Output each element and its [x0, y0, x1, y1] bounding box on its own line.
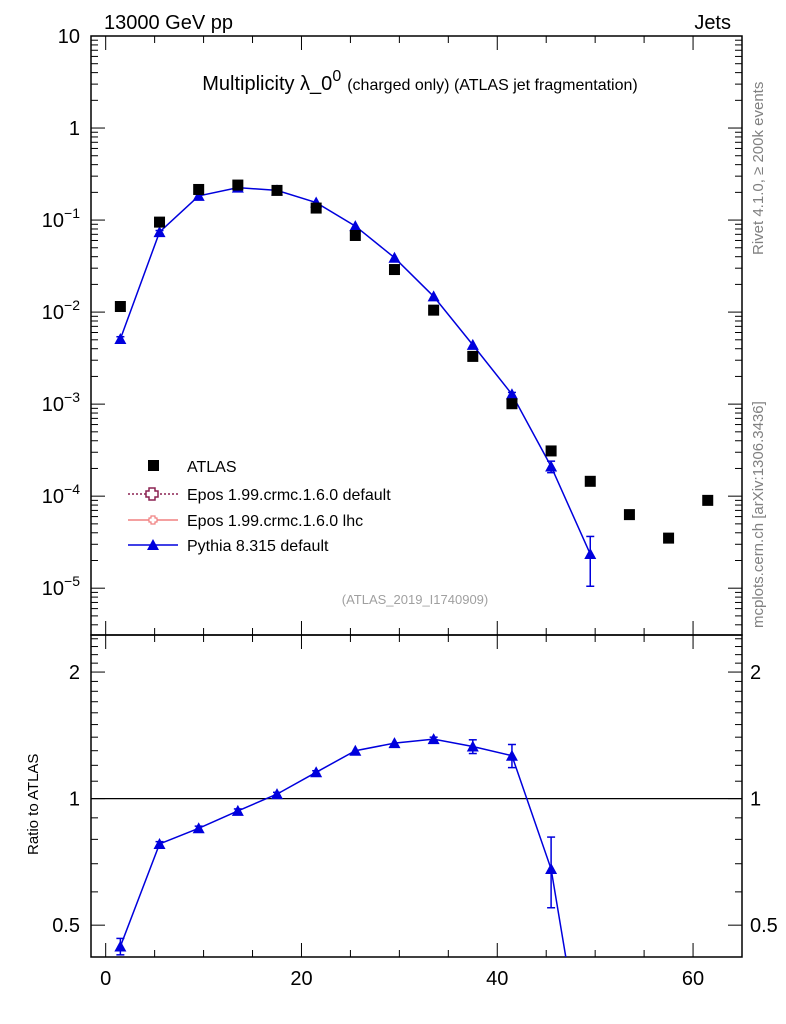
pythia-ratio-point: [545, 863, 558, 875]
atlas-main-point: [232, 179, 244, 191]
pythia-ratio-point: [427, 733, 440, 745]
legend-epos-lhc-marker: [148, 515, 158, 525]
legend-pythia-marker: [147, 539, 159, 550]
pythia-ratio-point: [231, 804, 244, 816]
atlas-main-point: [114, 301, 126, 313]
atlas-main-point: [154, 216, 166, 228]
pythia-main-point: [505, 388, 518, 400]
pythia-ratio-point: [153, 837, 166, 849]
pythia-main-point: [192, 189, 205, 201]
atlas-main-point: [193, 183, 205, 195]
y-tick-label-main: 10−4: [42, 481, 80, 508]
data-layer: [114, 179, 714, 957]
pythia-main-point: [349, 220, 362, 232]
x-tick-label: 20: [290, 968, 312, 990]
y-tick-label-main: 10−5: [42, 573, 80, 600]
atlas-main-point: [310, 202, 322, 214]
pythia-main-point: [545, 460, 558, 472]
legend-pythia-label: Pythia 8.315 default: [187, 538, 329, 555]
pythia-ratio-point: [349, 744, 362, 756]
ratio-plot-frame: [90, 634, 743, 958]
pythia-main-point: [466, 338, 479, 350]
pythia-ratio-point: [388, 737, 401, 749]
plot-title: Multiplicity λ_00 (charged only) (ATLAS j…: [202, 68, 637, 95]
legend: ATLAS Epos 1.99.crmc.1.6.0 default Epos …: [128, 459, 391, 555]
y-tick-label-main: 10−2: [42, 297, 80, 324]
y-tick-label-main: 10: [58, 26, 80, 48]
y-tick-label-ratio-right: 2: [750, 662, 761, 684]
y-tick-label-ratio-left: 1: [69, 789, 80, 811]
pythia-ratio-line: [119, 738, 567, 957]
pythia-ratio-point: [505, 749, 518, 761]
rivet-version-label: Rivet 4.1.0, ≥ 200k events: [750, 82, 767, 255]
atlas-main-point: [467, 350, 479, 362]
analysis-id-label: (ATLAS_2019_I1740909): [342, 592, 488, 607]
pythia-ratio-point: [466, 740, 479, 752]
legend-epos-default-label: Epos 1.99.crmc.1.6.0 default: [187, 487, 391, 504]
legend-epos-lhc-label: Epos 1.99.crmc.1.6.0 lhc: [187, 513, 363, 530]
plot-title-suffix: (charged only) (ATLAS jet fragmentation): [347, 77, 638, 94]
pythia-main-point: [153, 226, 166, 238]
pythia-ratio-point: [310, 766, 323, 778]
x-tick-label: 0: [100, 968, 111, 990]
mcplots-reference-label: mcplots.cern.ch [arXiv:1306.3436]: [750, 401, 767, 628]
y-tick-label-main: 1: [69, 118, 80, 140]
y-tick-label-ratio-right: 0.5: [750, 915, 778, 937]
pythia-main-point: [427, 290, 440, 302]
ratio-series-group: [114, 733, 567, 957]
atlas-main-point: [623, 509, 635, 521]
ratio-y-axis-label: Ratio to ATLAS: [25, 754, 42, 855]
atlas-main-point: [349, 229, 361, 241]
y-tick-label-main: 10−1: [42, 205, 80, 232]
atlas-main-point: [702, 494, 714, 506]
x-tick-label: 60: [682, 968, 704, 990]
atlas-main-point: [545, 445, 557, 457]
atlas-main-point: [584, 475, 596, 487]
plot-title-superscript: 0: [332, 68, 341, 85]
atlas-main-point: [271, 184, 283, 196]
legend-atlas-label: ATLAS: [187, 459, 237, 476]
y-tick-label-ratio-right: 1: [750, 789, 761, 811]
pythia-main-point: [114, 333, 127, 345]
pythia-main-point: [388, 251, 401, 263]
pythia-ratio-point: [192, 822, 205, 834]
pythia-ratio-point: [271, 788, 283, 800]
plot-title-main: Multiplicity λ_0: [202, 73, 332, 95]
y-tick-label-main: 10−3: [42, 389, 80, 416]
atlas-main-point: [663, 532, 675, 544]
y-tick-label-ratio-left: 0.5: [52, 915, 80, 937]
legend-epos-default-marker: [145, 487, 159, 501]
pythia-ratio-point: [114, 940, 127, 952]
atlas-main-point: [388, 264, 400, 276]
axes-layer: 0 20 40 60 10 1 10−1 10−2 10−3 10−4 10−5 2 2 1 1 0.5 0.5: [42, 26, 778, 990]
x-tick-label: 40: [486, 968, 508, 990]
pythia-main-point: [584, 548, 597, 560]
header-category-label: Jets: [694, 12, 731, 34]
y-tick-label-ratio-left: 2: [69, 662, 80, 684]
atlas-main-point: [428, 304, 440, 316]
atlas-main-point: [506, 398, 518, 410]
header-energy-label: 13000 GeV pp: [104, 12, 233, 34]
legend-atlas-marker: [148, 460, 159, 471]
